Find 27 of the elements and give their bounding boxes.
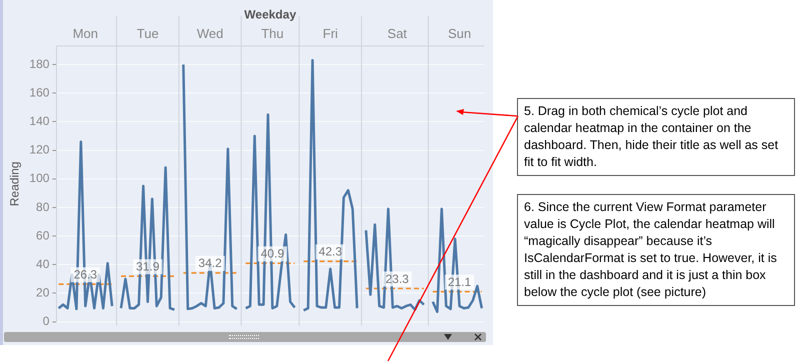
- y-tick-label: 20: [36, 286, 50, 300]
- x-tick-label: Tue: [136, 26, 159, 41]
- x-tick-label: Sat: [387, 26, 408, 41]
- y-tick-label: 180: [29, 56, 50, 71]
- y-tick-label: 100: [29, 171, 50, 186]
- y-tick-label: 160: [29, 85, 50, 100]
- x-tick-label: Mon: [72, 26, 98, 41]
- x-tick-label: Sun: [448, 26, 472, 41]
- y-tick-label: 140: [29, 114, 50, 128]
- y-axis-title: Reading: [8, 162, 22, 206]
- x-tick-label: Thu: [261, 26, 284, 41]
- annotation: 42.3: [318, 244, 342, 259]
- annotation: 23.3: [385, 272, 410, 286]
- x-tick-label: Fri: [322, 26, 338, 41]
- y-tick-label: 120: [29, 142, 50, 157]
- annotation: 31.9: [136, 260, 160, 274]
- annotation: 26.3: [74, 268, 98, 282]
- text: 6. Since the current View Format parameter value is Cycle Plot, the calendar heatmap will “magically disappear” because it’s IsCalendarFormat is set to true. However, it is still in the dashboard and it is just a thin box below the cycle plot (see picture): [517, 194, 795, 306]
- y-tick-label: 80: [36, 200, 50, 214]
- text: 5. Drag in both chemical’s cycle plot and calendar heatmap in the container on the dashboard. Then, hide their title as well as set fit to fit width.: [517, 98, 795, 176]
- y-tick-label: 0: [42, 314, 50, 328]
- annotation: 21.1: [448, 274, 472, 289]
- x-tick-label: Wed: [196, 26, 224, 41]
- x-axis-title: Weekday: [244, 8, 296, 22]
- y-tick-label: 60: [36, 228, 50, 242]
- y-tick-label: 40: [36, 256, 50, 271]
- annotation: 40.9: [260, 246, 284, 261]
